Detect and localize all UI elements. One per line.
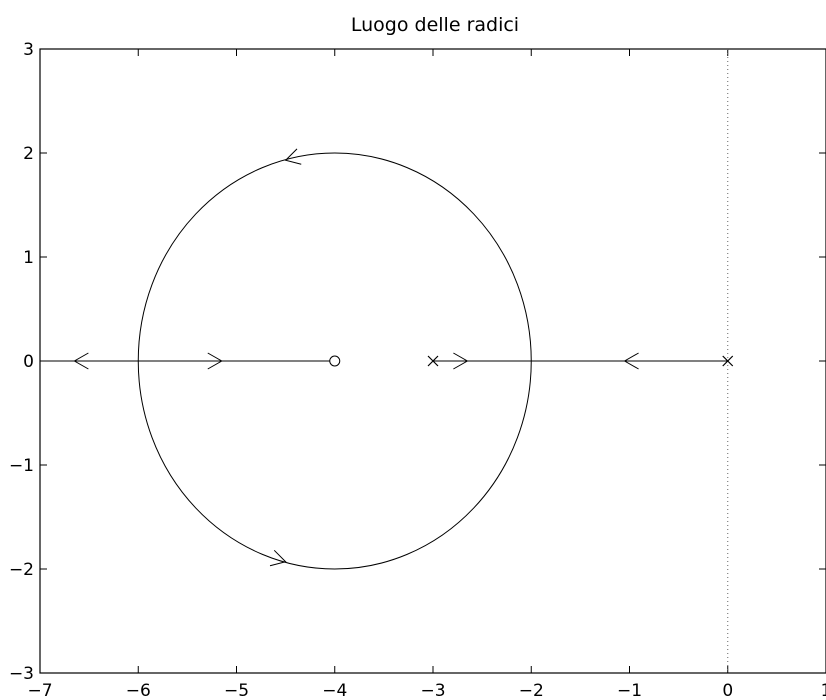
x-tick-label: −1: [617, 681, 642, 700]
x-tick-label: 1: [821, 681, 826, 700]
chart-title: Luogo delle radici: [351, 14, 519, 36]
y-tick-label: −2: [9, 560, 34, 580]
x-tick-label: −5: [224, 681, 249, 700]
y-tick-label: −3: [9, 664, 34, 684]
direction-arrow: [623, 352, 639, 370]
y-tick-label: −1: [9, 456, 34, 476]
pole-marker: [427, 355, 439, 367]
direction-arrow: [207, 352, 223, 370]
x-tick-label: −4: [322, 681, 347, 700]
x-tick-label: 0: [722, 681, 733, 700]
zero-marker: [329, 355, 341, 367]
x-tick-label: −7: [27, 681, 52, 700]
y-tick-label: 2: [23, 144, 34, 164]
direction-arrow: [73, 352, 89, 370]
direction-arrow: [453, 352, 469, 370]
y-tick-label: 1: [23, 248, 34, 268]
x-tick-label: −6: [126, 681, 151, 700]
direction-arrow: [284, 148, 302, 165]
pole-marker: [722, 355, 734, 367]
y-tick-label: 3: [23, 40, 34, 60]
x-tick-label: −2: [519, 681, 544, 700]
x-tick-label: −3: [420, 681, 445, 700]
y-tick-label: 0: [23, 352, 34, 372]
direction-arrow: [269, 549, 287, 567]
